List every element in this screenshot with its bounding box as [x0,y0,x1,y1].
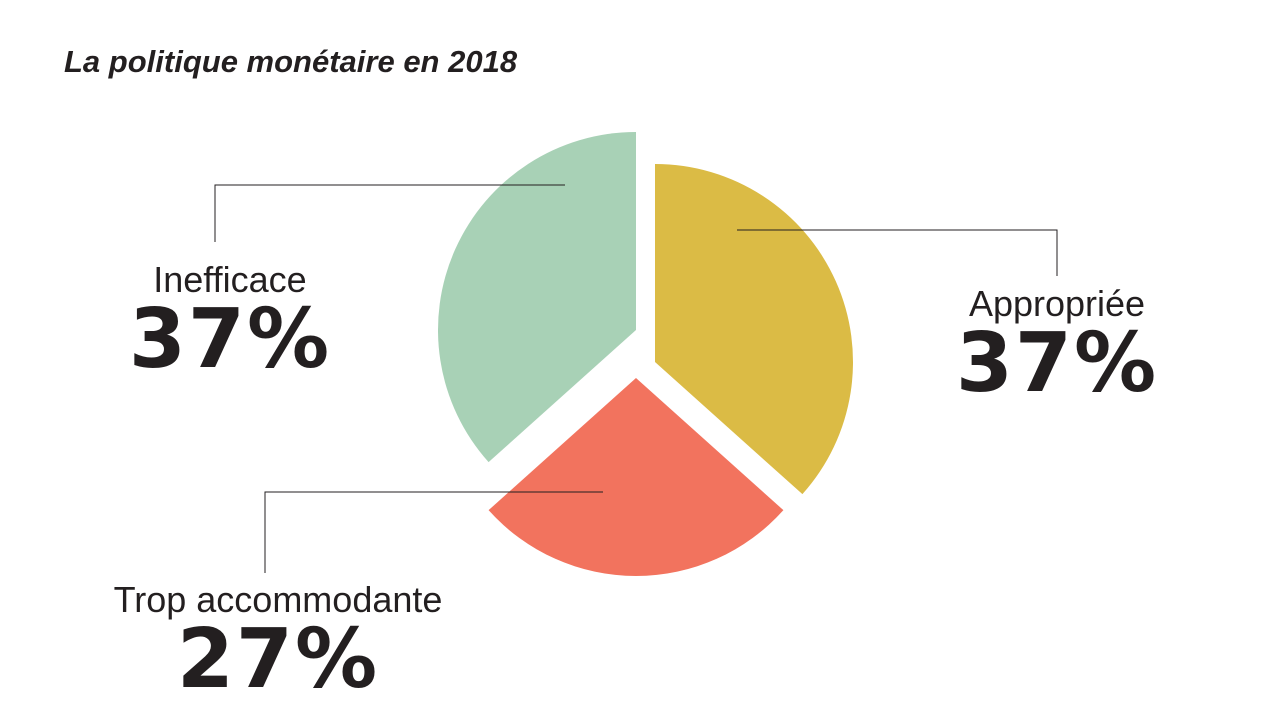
pie-slice-trop-accommodante [488,378,784,577]
label-inefficace: Inefficace 37% [128,259,332,387]
slice-label: Appropriée [968,283,1146,324]
slice-value: 37% [955,316,1159,411]
slice-label: Trop accommodante [113,579,443,620]
leader-line [214,184,565,242]
leader-line [264,491,603,573]
slice-label: Inefficace [153,259,307,300]
leader-line [737,229,1058,276]
pie-slice-appropri-e [655,164,853,495]
label-appropriee: Appropriée 37% [955,283,1159,411]
slice-value: 37% [128,292,332,387]
label-trop-accommodante: Trop accommodante 27% [113,579,443,707]
pie-slice-inefficace [438,132,636,463]
chart-title: La politique monétaire en 2018 [64,44,518,79]
slice-value: 27% [176,612,380,707]
